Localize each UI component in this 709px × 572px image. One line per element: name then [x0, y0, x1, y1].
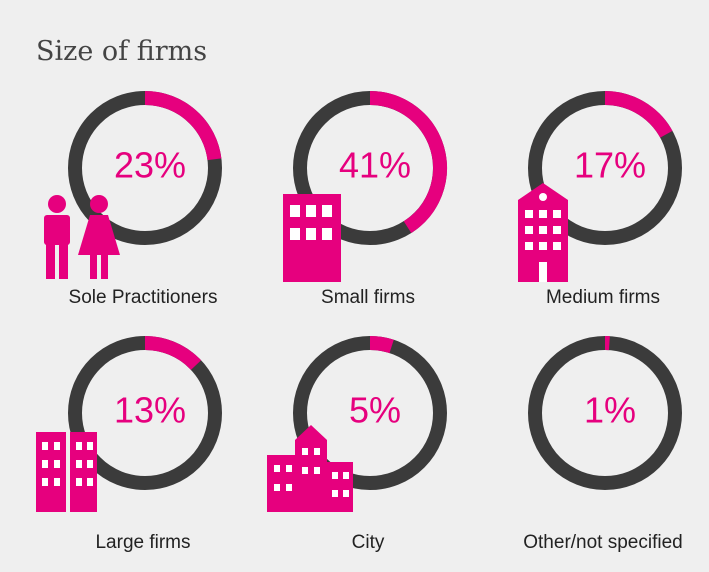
ring-segment [369, 336, 394, 354]
medium-building-icon [518, 183, 568, 282]
city-icon [267, 425, 353, 512]
value-label: 1% [584, 390, 636, 431]
value-label: 13% [114, 390, 186, 431]
large-building-icon [36, 432, 97, 512]
small-building-icon [283, 194, 341, 282]
ring-segment [144, 91, 222, 161]
category-label: Small firms [321, 287, 415, 308]
value-label: 5% [349, 390, 401, 431]
value-label: 41% [339, 145, 411, 186]
chart-title: Size of firms [36, 36, 207, 67]
ring-segment [369, 91, 447, 234]
category-label: City [352, 532, 385, 553]
people-icon [44, 195, 120, 279]
category-label: Other/not specified [523, 532, 682, 553]
rings: 23% Sole Practitioners 41% Small firms 17% Me… [68, 91, 683, 553]
ring-segment [144, 336, 202, 371]
value-label: 17% [574, 145, 646, 186]
category-label: Medium firms [546, 287, 660, 308]
category-label: Sole Practitioners [69, 287, 218, 308]
ring-segment [604, 91, 673, 138]
value-label: 23% [114, 145, 186, 186]
category-label: Large firms [95, 532, 190, 553]
